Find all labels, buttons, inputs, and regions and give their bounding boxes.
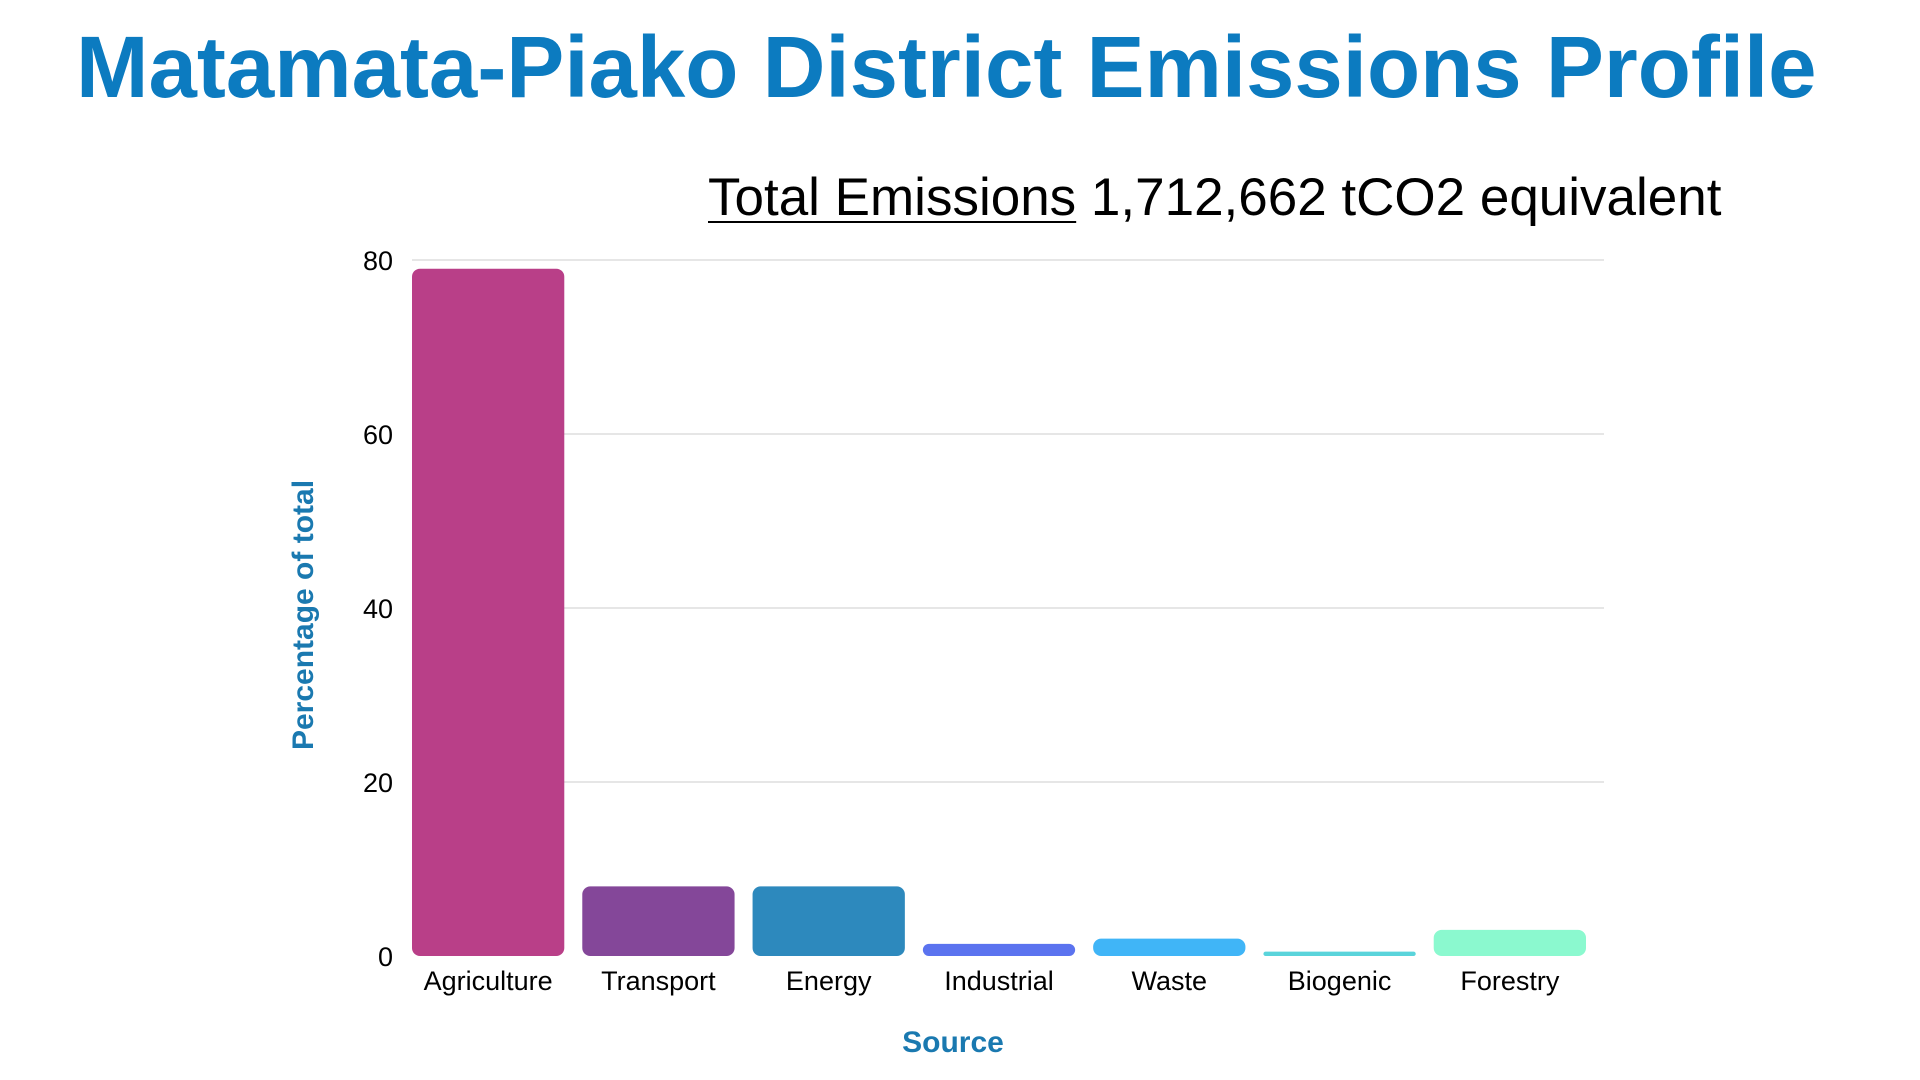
x-axis-ticks: Agriculture Transport Energy Industrial Wast…: [424, 966, 1560, 996]
y-tick-label: 40: [363, 594, 393, 624]
y-tick-label: 80: [363, 246, 393, 276]
total-emissions-value: 1,712,662 tCO2 equivalent: [1076, 168, 1722, 227]
gridlines: [412, 259, 1604, 783]
bar-agriculture: [412, 268, 565, 956]
y-tick-label: 20: [363, 768, 393, 798]
x-tick-label: Forestry: [1460, 966, 1560, 996]
x-tick-label: Energy: [786, 966, 872, 996]
x-tick-label: Biogenic: [1288, 966, 1392, 996]
bar-energy: [752, 886, 905, 956]
page-title: Matamata-Piako District Emissions Profil…: [76, 19, 1817, 116]
y-tick-label: 0: [378, 942, 393, 972]
bar-biogenic: [1263, 951, 1416, 956]
y-axis-title: Percentage of total: [287, 480, 320, 750]
bar-transport: [582, 886, 735, 956]
bar-forestry: [1433, 929, 1586, 956]
y-axis-ticks: 0 20 40 60 80: [363, 246, 393, 972]
x-tick-label: Agriculture: [424, 966, 553, 996]
x-axis-title: Source: [902, 1026, 1004, 1059]
total-emissions-subtitle: Total Emissions 1,712,662 tCO2 equivalen…: [708, 166, 1721, 230]
bar-waste: [1093, 938, 1246, 956]
x-tick-label: Transport: [601, 966, 716, 996]
total-emissions-label: Total Emissions: [708, 168, 1077, 227]
bars: [412, 268, 1586, 956]
x-tick-label: Industrial: [944, 966, 1054, 996]
y-tick-label: 60: [363, 420, 393, 450]
bar-industrial: [922, 943, 1076, 956]
x-tick-label: Waste: [1132, 966, 1208, 996]
